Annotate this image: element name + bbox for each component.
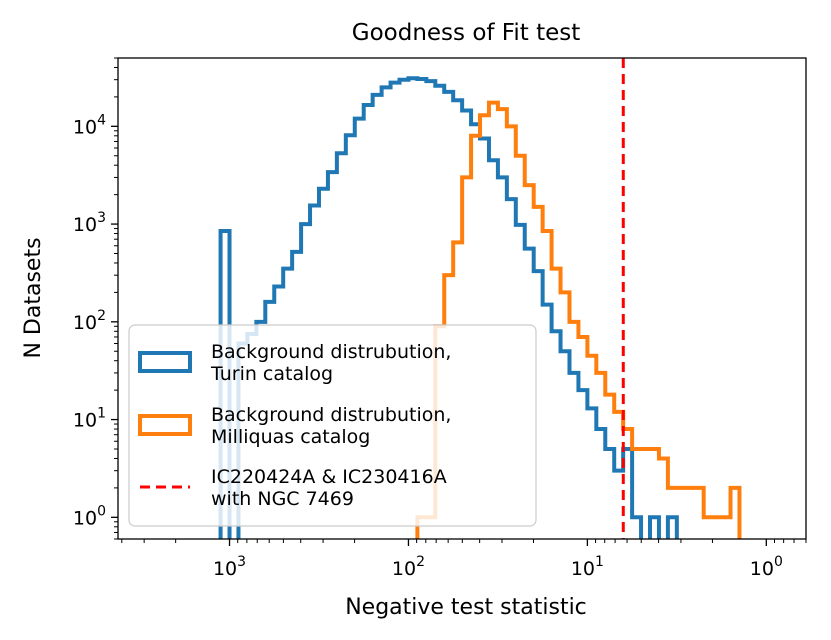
y-tick-label: 103 <box>73 210 106 236</box>
ticks-layer: 103 102 101 100 100 101 102 103 104 <box>73 57 807 580</box>
y-axis-title: N Datasets <box>21 237 46 358</box>
legend-swatch-1 <box>138 351 192 373</box>
legend-label-3: IC220424A & IC230416A with NGC 7469 <box>211 466 447 510</box>
legend-label-2: Background distrubution, Milliquas catalo… <box>211 404 451 448</box>
series-layer <box>218 76 742 539</box>
chart-title: Goodness of Fit test <box>352 20 581 46</box>
x-tick-label: 101 <box>571 554 604 580</box>
legend-box <box>128 324 537 527</box>
x-tick-label: 102 <box>392 554 425 580</box>
histogram-series-2 <box>415 100 742 539</box>
x-tick-label: 100 <box>750 554 783 580</box>
legend: Background distrubution, Turin catalog Bac… <box>128 324 537 527</box>
histogram-series-1 <box>218 76 679 539</box>
x-axis-title: Negative test statistic <box>345 595 587 620</box>
x-tick-label: 103 <box>213 554 246 580</box>
legend-swatch-2 <box>138 414 192 436</box>
y-tick-label: 104 <box>73 112 106 138</box>
y-tick-label: 100 <box>73 503 106 529</box>
y-tick-label: 101 <box>73 406 106 432</box>
legend-label-1: Background distrubution, Turin catalog <box>210 341 451 385</box>
y-tick-label: 102 <box>73 308 106 334</box>
